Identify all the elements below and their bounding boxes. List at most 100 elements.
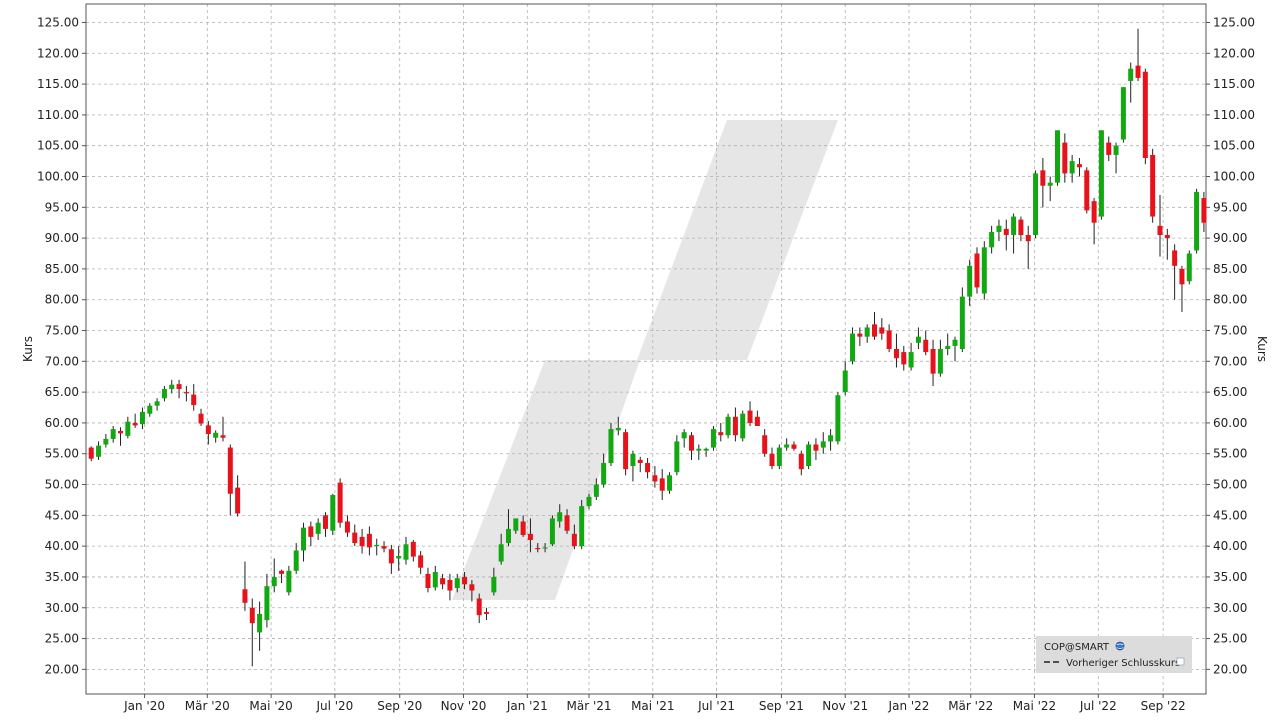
candle-body-down <box>1062 142 1068 174</box>
y-tick-label-left: 50.00 <box>45 478 79 492</box>
candle <box>205 421 211 445</box>
candle <box>418 551 424 574</box>
candle-body-down <box>798 453 804 470</box>
candle <box>915 327 921 349</box>
candle-body-up <box>740 413 746 439</box>
candle-body-up <box>674 441 680 473</box>
candle <box>791 441 797 451</box>
candle-body-up <box>696 448 702 451</box>
candle <box>1150 148 1156 223</box>
candle-body-down <box>1157 225 1163 236</box>
candle-body-up <box>615 427 621 431</box>
candle-body-up <box>820 441 826 448</box>
candle <box>703 447 709 457</box>
candle <box>718 422 724 442</box>
y-tick-label-left: 70.00 <box>45 354 79 368</box>
candle <box>798 450 804 476</box>
y-tick-label-right: 40.00 <box>1213 539 1247 553</box>
legend[interactable]: COP@SMART Vorheriger Schlusskurs <box>1036 636 1192 673</box>
candle-body-down <box>688 435 694 451</box>
y-tick-label-left: 35.00 <box>45 570 79 584</box>
candle <box>132 413 138 428</box>
candle-body-down <box>1150 154 1156 217</box>
candle <box>864 324 870 343</box>
candle-body-down <box>322 515 328 529</box>
y-tick-label-right: 45.00 <box>1213 508 1247 522</box>
candle-body-down <box>747 410 753 423</box>
candle <box>989 225 995 254</box>
candle <box>857 327 863 346</box>
y-tick-label-right: 30.00 <box>1213 601 1247 615</box>
candle <box>110 426 116 443</box>
candle-body-down <box>901 352 907 365</box>
candle <box>396 546 402 571</box>
candle-body-down <box>871 324 877 337</box>
candle-body-up <box>154 401 160 406</box>
candle <box>484 607 490 621</box>
candle-body-down <box>469 584 475 591</box>
candle-body-up <box>1069 161 1075 174</box>
candle-body-down <box>308 526 314 537</box>
y-tick-label-left: 25.00 <box>45 632 79 646</box>
candle <box>930 339 936 386</box>
candle <box>498 533 504 565</box>
candle <box>374 538 380 556</box>
candle-body-down <box>242 589 248 603</box>
candle-body-up <box>498 544 504 562</box>
candle <box>257 601 263 651</box>
y-tick-label-left: 85.00 <box>45 262 79 276</box>
candle-body-down <box>893 349 899 359</box>
candle <box>871 312 877 340</box>
candle <box>1164 228 1170 260</box>
candle <box>571 524 577 550</box>
x-tick-label: Jul '20 <box>315 699 353 713</box>
candle <box>176 379 182 399</box>
candle-body-up <box>630 453 636 467</box>
candle <box>1113 142 1119 174</box>
x-tick-label: Mai '20 <box>249 699 292 713</box>
x-tick-label: Mär '21 <box>566 699 611 713</box>
candle <box>381 541 387 553</box>
candle <box>1142 68 1148 165</box>
x-axis: Jan '20 Mär '20 Mai '20 Jul '20 Sep '20 Nov '… <box>123 694 1186 713</box>
y-axis-label-left: Kurs <box>21 336 35 362</box>
candle-body-down <box>249 607 255 624</box>
candle <box>1069 154 1075 183</box>
candle <box>1098 130 1104 220</box>
candle-body-up <box>330 495 336 531</box>
candle-body-up <box>681 432 687 439</box>
candle-body-up <box>293 550 299 571</box>
candle-body-down <box>1106 142 1112 155</box>
candle <box>403 536 409 565</box>
candle-body-down <box>930 349 936 374</box>
candle-body-up <box>264 586 270 621</box>
candle <box>271 558 277 593</box>
candle-body-down <box>447 580 453 591</box>
candle-body-down <box>520 521 526 536</box>
candle <box>1018 216 1024 242</box>
candle-body-down <box>220 435 226 438</box>
candle <box>923 330 929 356</box>
candle-body-up <box>996 225 1002 232</box>
candle-body-up <box>725 416 731 436</box>
candle <box>542 543 548 553</box>
candle-body-up <box>505 528 511 544</box>
y-axis-left: 20.00 25.00 30.00 35.00 40.00 45.00 50.00 55.00… <box>37 15 86 676</box>
candle-body-up <box>937 349 943 374</box>
candle <box>725 413 731 439</box>
candle-body-up <box>915 336 921 343</box>
candle <box>967 259 973 306</box>
candle-body-up <box>549 518 555 545</box>
candle <box>118 427 124 446</box>
y-tick-label-right: 50.00 <box>1213 478 1247 492</box>
candle-body-up <box>579 506 585 547</box>
candle-body-down <box>1018 219 1024 236</box>
x-tick-label: Mai '22 <box>1013 699 1056 713</box>
legend-checkbox[interactable] <box>1176 657 1185 666</box>
candle-body-up <box>989 231 995 248</box>
x-tick-label: Jan '22 <box>888 699 930 713</box>
x-tick-label: Jul '22 <box>1079 699 1117 713</box>
globe-icon <box>1115 641 1125 651</box>
candle-body-down <box>279 570 285 574</box>
candle-body-up <box>301 527 307 551</box>
